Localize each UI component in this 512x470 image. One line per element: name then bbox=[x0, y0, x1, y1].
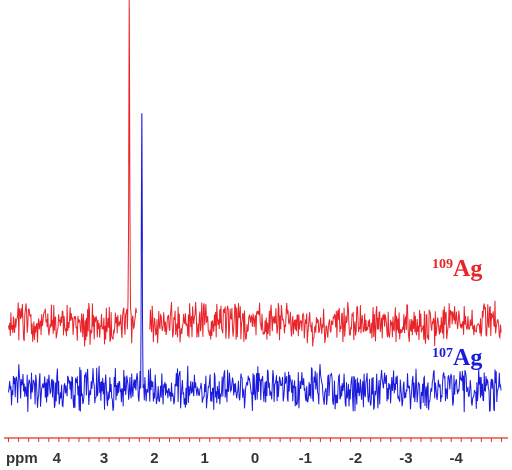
x-tick-label: -1 bbox=[299, 450, 312, 467]
series-label-107ag: 107Ag bbox=[432, 345, 482, 371]
x-axis: ppm 4 3 2 1 0 -1 -2 -3 -4 bbox=[4, 437, 508, 467]
spectrum-line bbox=[8, 113, 502, 413]
series-109ag bbox=[8, 0, 502, 347]
spectrum-line bbox=[149, 300, 502, 347]
spectrum-line bbox=[8, 0, 137, 347]
x-axis-label: ppm bbox=[6, 450, 38, 467]
x-tick-label: -2 bbox=[349, 450, 362, 467]
x-tick-label: 3 bbox=[100, 450, 108, 467]
series-107ag bbox=[8, 113, 502, 413]
x-tick-label: -3 bbox=[399, 450, 412, 467]
x-tick-label: -4 bbox=[450, 450, 464, 467]
series-label-109ag: 109Ag bbox=[432, 256, 482, 282]
x-tick-label: 2 bbox=[150, 450, 158, 467]
x-tick-label: 4 bbox=[53, 450, 62, 467]
x-tick-label: 0 bbox=[251, 450, 259, 467]
x-tick-label: 1 bbox=[201, 450, 209, 467]
spectra-group bbox=[8, 0, 502, 413]
